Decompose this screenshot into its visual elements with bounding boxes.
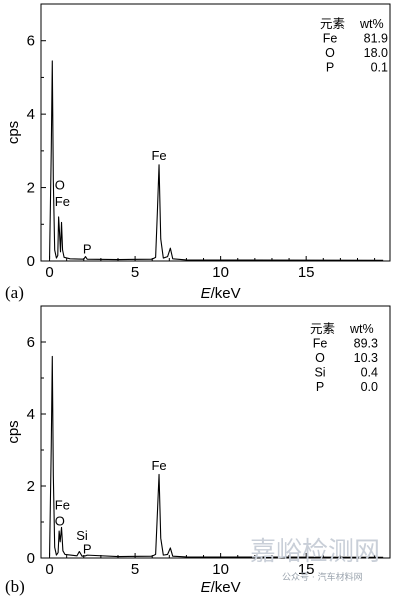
- table-cell-element: Fe: [323, 32, 338, 46]
- table-cell-element: Fe: [313, 337, 328, 351]
- y-axis-label: cps: [5, 121, 22, 144]
- x-axis-label: E/keV: [201, 579, 241, 596]
- peak-label: Fe: [55, 497, 70, 512]
- x-tick-label: 5: [131, 264, 139, 281]
- y-tick-label: 0: [27, 550, 35, 567]
- peak-label: P: [83, 242, 92, 257]
- table-cell-wt: 18.0: [364, 46, 388, 60]
- table-cell-element: Si: [314, 366, 325, 380]
- table-cell-element: P: [326, 61, 334, 75]
- table-cell-wt: 89.3: [354, 337, 378, 351]
- plot-frame: [40, 3, 391, 262]
- table-cell-wt: 81.9: [364, 32, 388, 46]
- y-tick-label: 6: [27, 33, 35, 50]
- panel-label: (a): [5, 283, 24, 302]
- watermark: 嘉峪检测网 公众号 · 汽车材料网: [250, 537, 380, 583]
- table-cell-element: O: [315, 351, 325, 365]
- peak-label: Si: [76, 528, 88, 543]
- x-tick-label: 10: [212, 264, 229, 281]
- table-cell-wt: 0.0: [361, 380, 378, 394]
- table-header-element: 元素: [310, 322, 335, 336]
- composition-table: 元素 wt% Fe 89.3 O 10.3 Si 0.4 P 0.0: [310, 322, 378, 394]
- x-axis-label: E/keV: [201, 285, 241, 302]
- table-header-wt: wt%: [359, 17, 384, 31]
- spectrum-line: [49, 355, 384, 558]
- y-axis-label: cps: [5, 420, 22, 443]
- x-tick-label: 10: [212, 561, 229, 578]
- peak-label: O: [55, 514, 65, 529]
- table-cell-element: O: [325, 46, 335, 60]
- peak-label: Fe: [55, 194, 70, 209]
- spectrum-line: [49, 60, 384, 261]
- watermark-subtext: 公众号 · 汽车材料网: [282, 571, 363, 583]
- table-cell-wt: 0.1: [371, 61, 388, 75]
- table-cell-wt: 0.4: [361, 366, 378, 380]
- y-tick-label: 4: [27, 406, 35, 423]
- peak-label: Fe: [151, 458, 166, 473]
- plot-frame: [40, 305, 391, 559]
- y-tick-label: 2: [27, 180, 35, 197]
- x-tick-label: 5: [131, 561, 139, 578]
- watermark-text: 嘉峪检测网: [250, 537, 380, 567]
- y-tick-label: 4: [27, 106, 35, 123]
- table-cell-wt: 10.3: [354, 351, 378, 365]
- x-tick-label: 15: [298, 264, 315, 281]
- x-tick-label: 0: [45, 264, 53, 281]
- table-header-wt: wt%: [349, 322, 374, 336]
- y-tick-label: 2: [27, 478, 35, 495]
- table-header-element: 元素: [320, 17, 345, 31]
- peak-label: O: [55, 177, 65, 192]
- peak-label: Fe: [151, 148, 166, 163]
- composition-table: 元素 wt% Fe 81.9 O 18.0 P 0.1: [320, 17, 388, 75]
- x-tick-label: 0: [45, 561, 53, 578]
- panel-label: (b): [5, 577, 25, 596]
- table-cell-element: P: [316, 380, 324, 394]
- peak-label: P: [83, 542, 92, 557]
- y-tick-label: 6: [27, 334, 35, 351]
- x-tick-label: 15: [298, 561, 315, 578]
- y-tick-label: 0: [27, 253, 35, 270]
